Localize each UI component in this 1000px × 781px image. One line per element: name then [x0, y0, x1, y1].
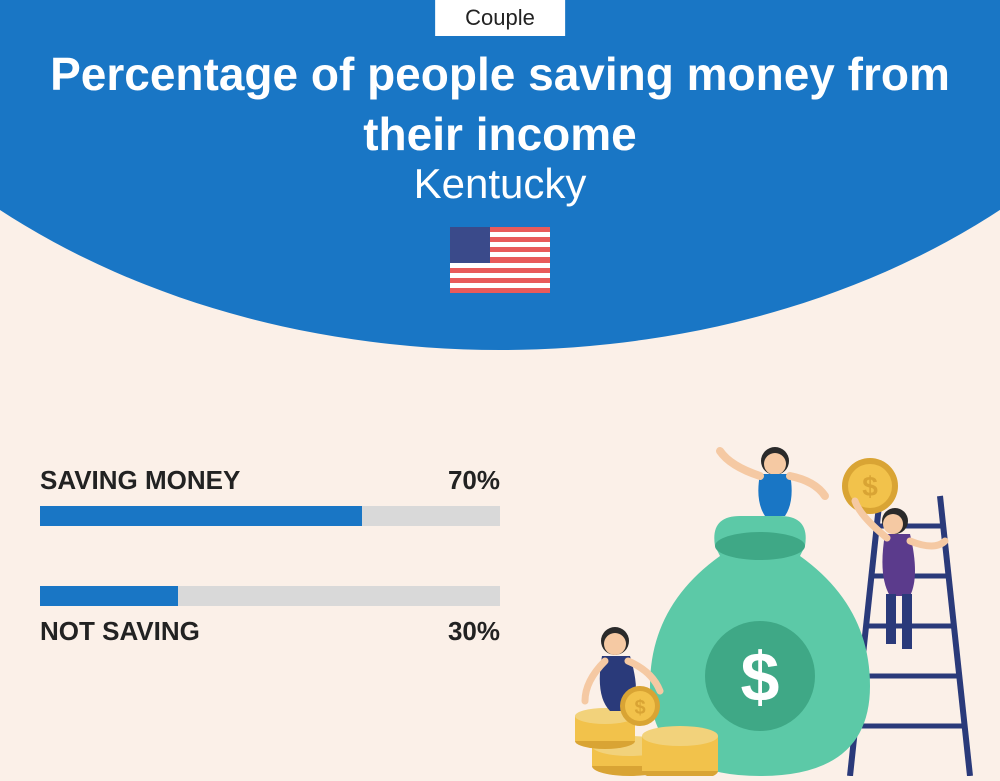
savings-illustration: $ $ [560, 446, 990, 776]
svg-text:$: $ [862, 471, 878, 502]
person-top-icon [720, 447, 825, 516]
bar-track [40, 506, 500, 526]
location-subtitle: Kentucky [0, 160, 1000, 208]
chart-saving: SAVING MONEY 70% [40, 465, 500, 526]
badge-text: Couple [465, 5, 535, 30]
chart-label: NOT SAVING [40, 616, 200, 647]
charts-container: SAVING MONEY 70% NOT SAVING 30% [40, 465, 500, 707]
svg-text:$: $ [741, 638, 780, 716]
chart-labels-top: SAVING MONEY 70% [40, 465, 500, 496]
main-title: Percentage of people saving money from t… [0, 45, 1000, 165]
chart-value: 30% [448, 616, 500, 647]
bar-fill [40, 506, 362, 526]
coin-held-icon: $ [842, 458, 898, 514]
chart-value: 70% [448, 465, 500, 496]
usa-flag-icon [450, 227, 550, 293]
chart-labels-bottom: NOT SAVING 30% [40, 616, 500, 647]
chart-not-saving: NOT SAVING 30% [40, 586, 500, 647]
svg-text:$: $ [634, 697, 645, 719]
bar-track [40, 586, 500, 606]
chart-label: SAVING MONEY [40, 465, 240, 496]
category-badge: Couple [435, 0, 565, 36]
bar-fill [40, 586, 178, 606]
